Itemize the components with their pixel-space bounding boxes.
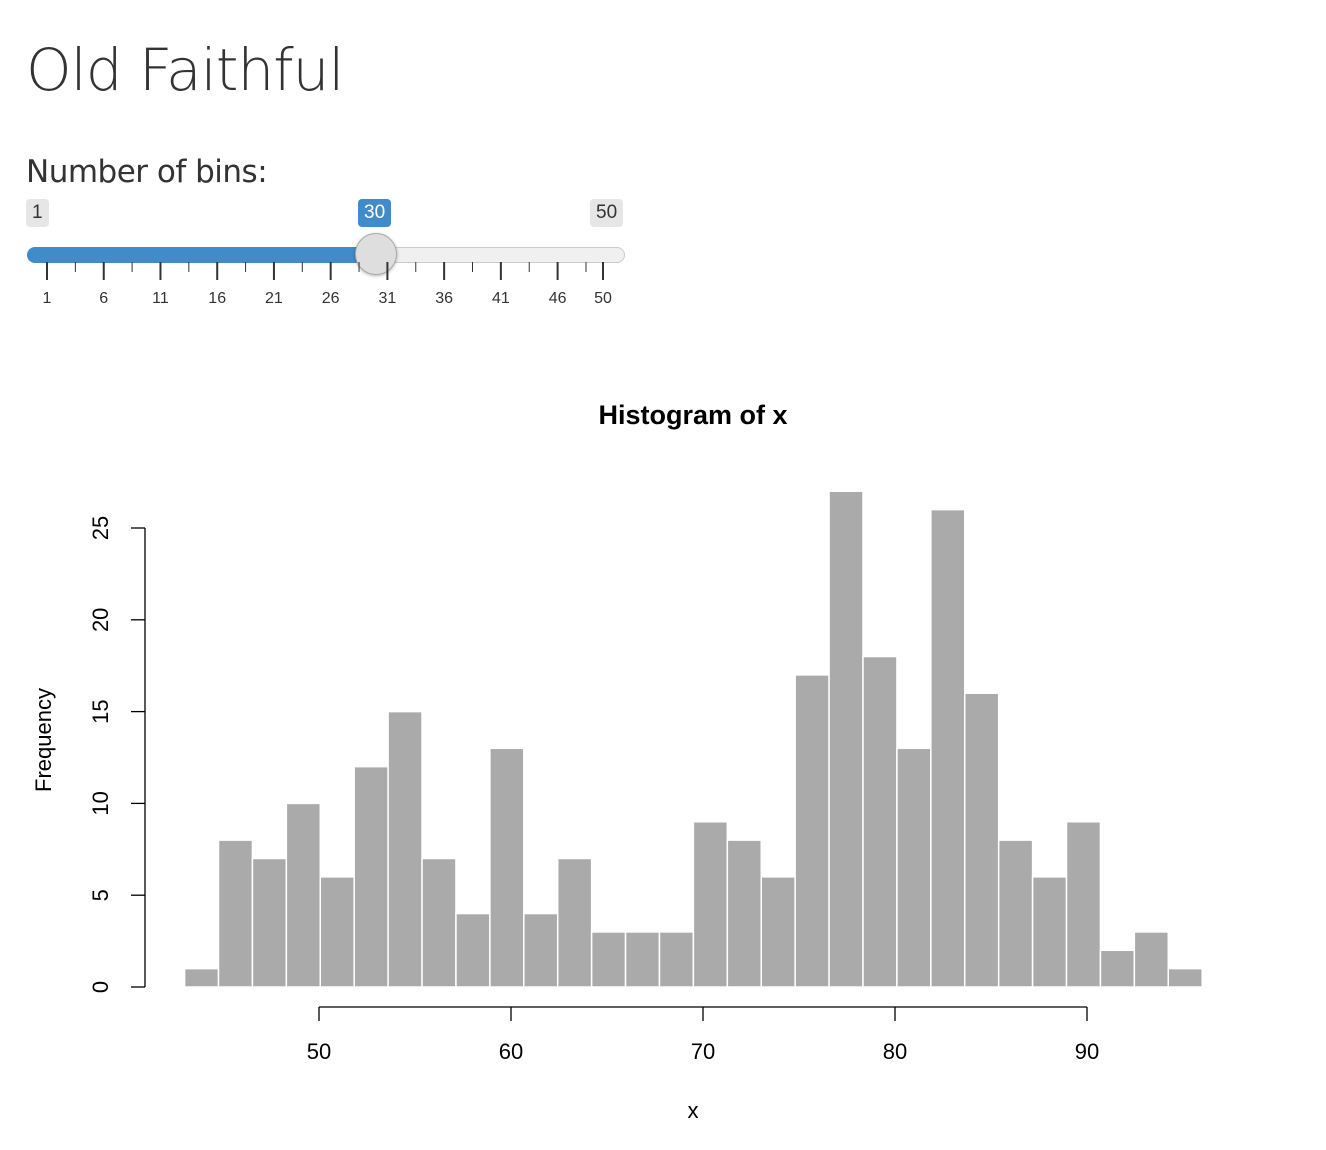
slider-tick-label: 36 — [435, 290, 453, 307]
slider-tick-label: 41 — [492, 290, 510, 307]
slider-min-label: 1 — [26, 199, 49, 227]
y-tick-label: 20 — [88, 608, 113, 632]
y-tick-label: 15 — [88, 699, 113, 723]
y-axis-label: Frequency — [31, 688, 56, 792]
histogram-bar — [489, 747, 525, 988]
slider-ticks: 1 6 11 16 21 26 31 36 41 46 50 — [43, 262, 612, 307]
histogram-bar — [1133, 931, 1170, 988]
bins-slider-label: Number of bins: — [26, 154, 268, 190]
histogram-bar — [760, 876, 796, 988]
histogram-bar — [455, 912, 491, 988]
histogram-bar — [997, 839, 1034, 988]
chart-title: Histogram of x — [598, 400, 787, 430]
histogram-bar — [387, 710, 423, 988]
slider-tick-label: 16 — [208, 290, 226, 307]
histogram-bar — [285, 802, 322, 988]
histogram-bar — [930, 508, 966, 988]
x-axis-label: x — [688, 1098, 699, 1123]
histogram-bar — [964, 692, 1000, 988]
bins-slider-handle[interactable] — [355, 233, 398, 275]
histogram-bar — [353, 765, 389, 988]
slider-tick-label: 31 — [379, 290, 397, 307]
slider-tick-label: 46 — [549, 290, 567, 307]
slider-tick-label: 6 — [99, 290, 108, 307]
x-tick-label: 90 — [1075, 1039, 1099, 1064]
histogram-bar — [624, 931, 661, 988]
y-tick-label: 25 — [88, 516, 113, 540]
histogram-bar — [692, 821, 729, 988]
y-tick-label: 5 — [88, 889, 113, 901]
slider-tick-label: 21 — [265, 290, 283, 307]
x-tick-label: 70 — [691, 1039, 715, 1064]
histogram-bar — [421, 857, 457, 988]
slider-tick-label: 1 — [43, 290, 52, 307]
bins-slider-fill — [27, 247, 377, 263]
histogram-bar — [794, 674, 830, 988]
y-tick-label: 0 — [88, 981, 113, 993]
slider-tick-label: 50 — [594, 290, 612, 307]
slider-max-label: 50 — [590, 199, 624, 227]
histogram-bar — [1065, 821, 1102, 988]
slider-tick-label: 26 — [322, 290, 340, 307]
histogram-bar — [828, 490, 864, 988]
histogram-bar — [523, 912, 559, 988]
y-tick-label: 10 — [88, 791, 113, 815]
x-tick-label: 50 — [307, 1039, 331, 1064]
histogram-bar — [319, 876, 355, 988]
slider-tick-label: 11 — [152, 290, 169, 307]
histogram-bar — [658, 931, 695, 988]
histogram-bar — [896, 747, 932, 988]
x-tick-label: 80 — [883, 1039, 907, 1064]
histogram-bar — [1031, 876, 1068, 988]
x-tick-label: 60 — [499, 1039, 523, 1064]
histogram-bar — [726, 839, 762, 988]
histogram-bar — [251, 857, 288, 988]
histogram-bar — [1167, 967, 1203, 988]
histogram-bar — [556, 857, 593, 988]
histogram-bar — [862, 655, 898, 988]
histogram-bar — [1099, 949, 1136, 988]
histogram-bar — [590, 931, 627, 988]
slider-value-label: 30 — [358, 199, 392, 227]
histogram-bar — [217, 839, 254, 988]
histogram-bar — [183, 967, 220, 988]
page-title: Old Faithful — [26, 36, 345, 104]
